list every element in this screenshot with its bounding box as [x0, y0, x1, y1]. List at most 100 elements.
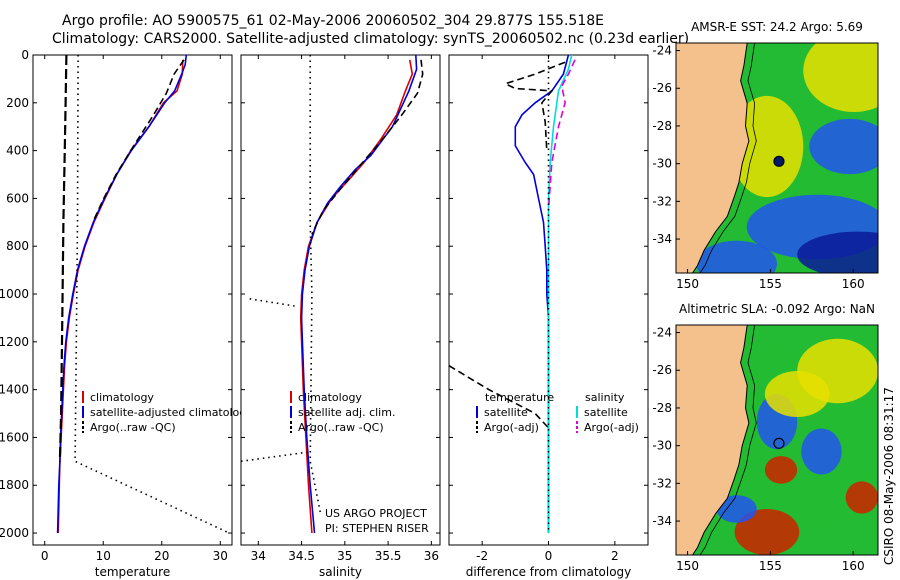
field-blob — [764, 456, 798, 484]
x-axis-label: temperature — [95, 565, 170, 579]
field-blob — [764, 371, 830, 417]
x-tick-label: 0 — [41, 549, 49, 563]
satellite-maps: AMSR-E SST: 24.2 Argo: 5.69 150 155 160 -24 -… — [652, 20, 879, 573]
legend-label: Argo(-adj) — [584, 421, 639, 434]
field-blob — [809, 118, 878, 175]
series-std-lower — [249, 298, 295, 307]
map-frame — [675, 42, 879, 274]
y-tick-label: 600 — [6, 191, 29, 205]
plot-frame — [240, 54, 441, 546]
map-y-tick-label: -34 — [652, 514, 672, 528]
x-tick-label: 35.5 — [375, 549, 402, 563]
legend-label: satellite-adjusted climatology — [90, 406, 253, 419]
map-y-tick-label: -34 — [652, 232, 672, 246]
map-x-tick-label: 155 — [759, 559, 782, 573]
field-blob — [801, 428, 842, 475]
map-y-tick-label: -30 — [652, 439, 672, 453]
legend-title: temperature — [485, 391, 554, 404]
map-field — [676, 325, 878, 555]
series-salinity-satellite — [547, 55, 573, 533]
x-tick-label: 36 — [424, 549, 439, 563]
series-argo-raw-qc- — [91, 59, 185, 223]
profile-charts: 0 10 20 30020040060080010001200140016001800… — [0, 48, 649, 579]
figure-title-line2: Climatology: CARS2000. Satellite-adjuste… — [52, 31, 689, 47]
chart-difference: -2 0 2 difference from climatology temperatu… — [448, 54, 649, 579]
x-tick-label: -2 — [476, 549, 488, 563]
map-frame — [675, 324, 879, 556]
map-title: AMSR-E SST: 24.2 Argo: 5.69 — [691, 20, 863, 34]
series-std-lower-2 — [241, 451, 311, 463]
map-y-tick-label: -24 — [652, 326, 672, 340]
series-argo-raw-qc- — [311, 59, 424, 235]
legend-label: satellite — [484, 406, 528, 419]
legend-label: satellite — [584, 406, 628, 419]
chart-temperature: 0 10 20 30 0 200 400 600 800 1000 1200 1400 1600 1800… — [0, 48, 253, 579]
field-blob — [845, 481, 878, 514]
map-x-tick-label: 150 — [676, 277, 699, 291]
field-blob — [730, 95, 804, 198]
shelf-contour — [699, 43, 757, 273]
map-y-tick-label: -24 — [652, 44, 672, 58]
map-sst: AMSR-E SST: 24.2 Argo: 5.69 150 155 160 -24 -… — [652, 20, 879, 291]
field-blob — [734, 509, 800, 555]
x-tick-label: 35 — [337, 549, 352, 563]
argo-float-marker — [773, 155, 785, 167]
x-tick-label: 30 — [213, 549, 228, 563]
map-y-tick-label: -28 — [652, 401, 672, 415]
series-offscale — [449, 365, 550, 429]
land-mass — [676, 43, 750, 273]
map-y-tick-label: -30 — [652, 157, 672, 171]
x-tick-label: 10 — [96, 549, 111, 563]
y-tick-label: 1800 — [0, 478, 29, 492]
map-field — [676, 43, 878, 273]
field-blob — [696, 240, 777, 273]
x-tick-label: 34 — [251, 549, 266, 563]
map-x-tick-label: 150 — [676, 559, 699, 573]
map-y-tick-label: -28 — [652, 119, 672, 133]
x-tick-label: 20 — [154, 549, 169, 563]
field-blob — [803, 43, 878, 112]
x-tick-label: 34.5 — [288, 549, 315, 563]
y-tick-label: 1400 — [0, 383, 29, 397]
y-tick-label: 400 — [6, 144, 29, 158]
argo-float-marker — [773, 437, 785, 449]
map-x-tick-label: 155 — [759, 277, 782, 291]
map-y-tick-label: -32 — [652, 194, 672, 208]
series-temperature-argo-adj- — [503, 61, 566, 151]
legend-label: climatology — [298, 391, 362, 404]
series-std-upper — [74, 55, 230, 534]
map-x-tick-label: 160 — [842, 559, 865, 573]
shelf-contour — [699, 325, 757, 555]
map-sla: Altimetric SLA: -0.092 Argo: NaN 150 155 16… — [652, 302, 879, 573]
legend-label: Argo(..raw -QC) — [90, 421, 176, 434]
map-title: Altimetric SLA: -0.092 Argo: NaN — [679, 302, 875, 316]
project-annotation: US ARGO PROJECT — [325, 507, 427, 520]
land-mass — [676, 325, 750, 555]
legend-title: salinity — [585, 391, 625, 404]
y-tick-label: 2000 — [0, 526, 29, 540]
x-tick-label: 0 — [545, 549, 553, 563]
y-tick-label: 1200 — [0, 335, 29, 349]
map-y-tick-label: -26 — [652, 81, 672, 95]
series-satellite-adj-clim- — [300, 55, 418, 534]
map-y-tick-label: -26 — [652, 363, 672, 377]
map-y-tick-label: -32 — [652, 476, 672, 490]
field-blob — [716, 495, 757, 523]
project-annotation: PI: STEPHEN RISER — [325, 522, 429, 535]
series-std-lower — [58, 55, 68, 462]
legend-label: Argo(-adj) — [484, 421, 539, 434]
x-tick-label: 2 — [611, 549, 619, 563]
legend-label: climatology — [90, 391, 154, 404]
chart-salinity: 34 34.5 35 35.5 36 salinity climatology satelli… — [240, 54, 441, 579]
y-tick-label: 1000 — [0, 287, 29, 301]
series-salinity-argo-adj- — [547, 59, 576, 211]
y-tick-label: 800 — [6, 239, 29, 253]
csiro-timestamp: CSIRO 08-May-2006 08:31:17 — [882, 387, 896, 565]
x-axis-label: difference from climatology — [466, 565, 632, 579]
legend-label: Argo(..raw -QC) — [298, 421, 384, 434]
y-tick-label: 200 — [6, 96, 29, 110]
map-x-tick-label: 160 — [842, 277, 865, 291]
y-tick-label: 1600 — [0, 430, 29, 444]
y-tick-label: 0 — [21, 48, 29, 62]
